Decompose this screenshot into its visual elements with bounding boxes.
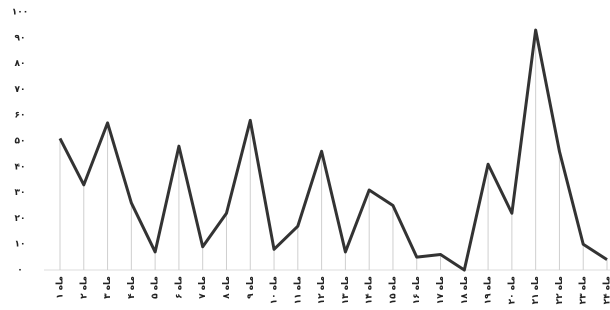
x-tick-label: ماه ۱۸: [460, 276, 470, 304]
x-tick-label: ماه ۴: [127, 276, 137, 299]
y-tick-label: ۳۰: [15, 188, 26, 198]
x-tick-label: ماه ۱۳: [341, 276, 351, 304]
x-tick-label: ماه ۱۴: [365, 276, 375, 304]
y-tick-label: ۹۰: [15, 33, 26, 43]
x-tick-label: ماه ۳: [103, 276, 113, 299]
x-tick-label: ماه ۷: [198, 276, 208, 299]
x-tick-label: ماه ۱۰: [270, 276, 280, 304]
x-tick-label: ماه ۸: [222, 276, 232, 299]
x-tick-label: ماه ۱۹: [484, 276, 494, 304]
line: [60, 30, 607, 270]
y-tick-label: ۶۰: [15, 111, 26, 121]
x-tick-label: ماه ۱۵: [388, 276, 398, 304]
x-tick-label: ماه ۲۰: [507, 276, 517, 304]
chart: ۰ ۱۰ ۲۰ ۳۰ ۴۰ ۵۰ ۶۰ ۷۰ ۸۰ ۹۰ ۱۰۰ ماه ۱ ماه ۲ ماه ۳ ماه…: [0, 0, 610, 310]
x-tick-label: ماه ۲۴: [603, 276, 610, 304]
x-tick-label: ماه ۱: [56, 276, 66, 299]
x-tick-label: ماه ۱۷: [436, 276, 446, 304]
x-tick-label: ماه ۲۲: [555, 276, 565, 304]
x-tick-label: ماه ۲۱: [531, 276, 541, 304]
y-tick-label: ۸۰: [15, 59, 26, 69]
x-tick-label: ماه ۱۶: [412, 276, 422, 304]
x-tick-label: ماه ۶: [174, 276, 184, 299]
x-tick-label: ماه ۲۳: [579, 276, 589, 304]
y-tick-label: ۵۰: [15, 137, 26, 147]
y-tick-label: ۷۰: [15, 85, 26, 95]
y-tick-label: ۱۰: [15, 240, 26, 250]
x-tick-label: ماه ۱۲: [317, 276, 327, 304]
x-tick-label: ماه ۵: [151, 276, 161, 299]
y-tick-label: ۲۰: [15, 214, 26, 224]
x-tick-label: ماه ۹: [246, 276, 256, 299]
y-tick-label: ۰: [17, 266, 23, 276]
x-tick-label: ماه ۱۱: [293, 276, 303, 304]
x-tick-label: ماه ۲: [79, 276, 89, 299]
y-tick-label: ۱۰۰: [12, 8, 28, 18]
y-tick-label: ۴۰: [15, 162, 26, 172]
